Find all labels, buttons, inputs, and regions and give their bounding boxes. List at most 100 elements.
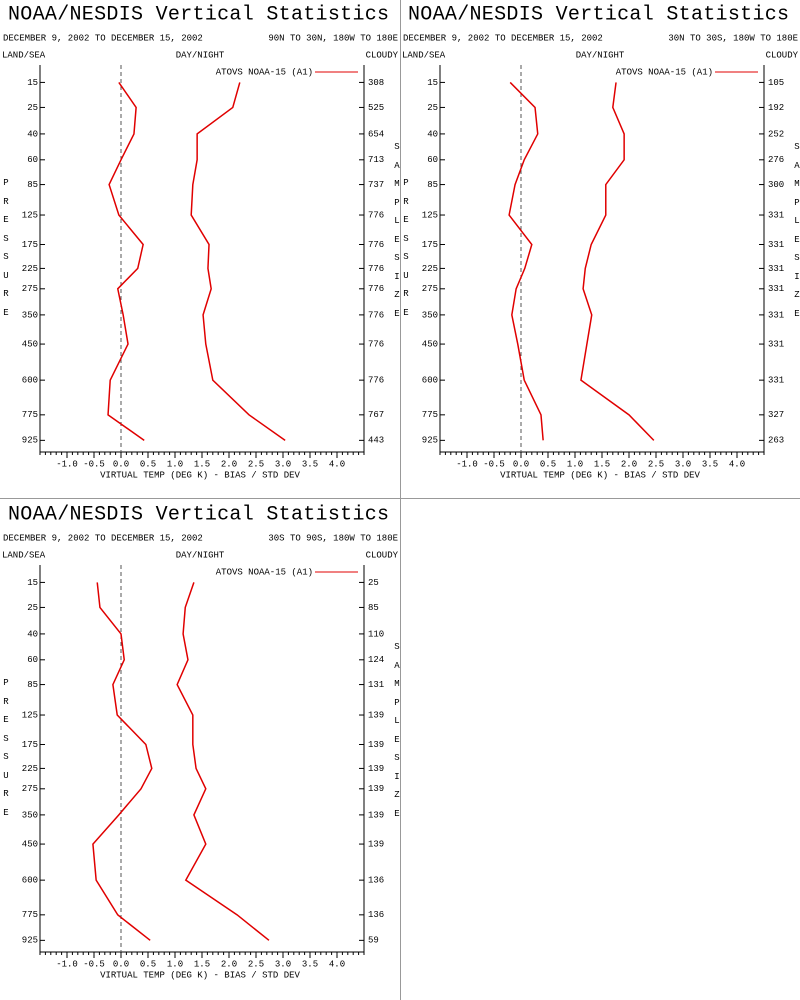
y2-axis-label: SAMPLE SIZE xyxy=(394,142,406,319)
x-tick-label: -0.5 xyxy=(83,959,105,969)
y-tick-label: 350 xyxy=(22,810,38,820)
y-tick-label: 450 xyxy=(422,339,438,349)
y-tick-label: 15 xyxy=(27,578,38,588)
sample-size-label: 110 xyxy=(368,629,384,639)
sample-size-label: 776 xyxy=(368,264,384,274)
series-line xyxy=(508,81,544,441)
y-tick-label: 925 xyxy=(22,936,38,946)
y-tick-label: 85 xyxy=(27,180,38,190)
chart-title: NOAA/NESDIS Vertical Statistics xyxy=(8,3,389,26)
y-tick-label: 40 xyxy=(27,129,38,139)
y-tick-label: 275 xyxy=(22,284,38,294)
subtitle: DECEMBER 9, 2002 TO DECEMBER 15, 2002 xyxy=(3,33,203,43)
subtitle: DECEMBER 9, 2002 TO DECEMBER 15, 2002 xyxy=(3,533,203,543)
x-tick-label: 1.5 xyxy=(194,959,210,969)
x-axis-label: VIRTUAL TEMP (DEG K) - BIAS / STD DEV xyxy=(100,470,300,480)
y-tick-label: 125 xyxy=(22,210,38,220)
right-header: CLOUDY xyxy=(766,50,799,60)
chart: NOAA/NESDIS Vertical Statistics DECEMBER … xyxy=(2,3,399,480)
x-tick-label: 3.0 xyxy=(275,959,291,969)
y-tick-label: 15 xyxy=(27,78,38,88)
series-line xyxy=(190,82,286,441)
sample-size-label: 331 xyxy=(768,264,784,274)
x-tick-label: 1.0 xyxy=(167,459,183,469)
chart-panel: NOAA/NESDIS Vertical Statistics DECEMBER … xyxy=(0,0,400,500)
x-tick-label: -1.0 xyxy=(456,459,478,469)
left-header: LAND/SEA xyxy=(2,550,46,560)
x-tick-label: 2.5 xyxy=(648,459,664,469)
x-tick-label: 0.0 xyxy=(113,459,129,469)
x-tick-label: 4.0 xyxy=(729,459,745,469)
y-axis-label: PRESSURE xyxy=(3,678,9,818)
chart-panel: NOAA/NESDIS Vertical Statistics DECEMBER … xyxy=(400,0,800,500)
y-tick-label: 225 xyxy=(22,764,38,774)
sample-size-label: 654 xyxy=(368,129,384,139)
region: 30N TO 30S, 180W TO 180E xyxy=(668,33,798,43)
y-tick-label: 775 xyxy=(422,410,438,420)
x-tick-label: 3.0 xyxy=(275,459,291,469)
sample-size-label: 776 xyxy=(368,310,384,320)
y-tick-label: 40 xyxy=(27,629,38,639)
series-line xyxy=(107,81,145,441)
x-tick-label: 3.5 xyxy=(702,459,718,469)
y-tick-label: 85 xyxy=(427,180,438,190)
chart: NOAA/NESDIS Vertical Statistics DECEMBER … xyxy=(2,503,399,980)
sample-size-label: 131 xyxy=(368,680,384,690)
sample-size-label: 252 xyxy=(768,129,784,139)
sample-size-label: 331 xyxy=(768,284,784,294)
x-tick-label: 3.5 xyxy=(302,459,318,469)
y-tick-label: 125 xyxy=(422,210,438,220)
sample-size-label: 139 xyxy=(368,810,384,820)
sample-size-label: 331 xyxy=(768,310,784,320)
series-line xyxy=(92,582,153,941)
x-tick-label: -1.0 xyxy=(56,459,78,469)
sample-size-label: 139 xyxy=(368,784,384,794)
y-axis-label: PRESSURE xyxy=(403,178,409,318)
sample-size-label: 263 xyxy=(768,436,784,446)
x-tick-label: 1.0 xyxy=(567,459,583,469)
y-tick-label: 775 xyxy=(22,410,38,420)
center-header: DAY/NIGHT xyxy=(576,50,625,60)
legend-label: ATOVS NOAA-15 (A1) xyxy=(216,567,313,577)
y-tick-label: 925 xyxy=(22,436,38,446)
x-tick-label: 0.0 xyxy=(513,459,529,469)
sample-size-label: 331 xyxy=(768,240,784,250)
sample-size-label: 192 xyxy=(768,103,784,113)
x-tick-label: 0.5 xyxy=(140,459,156,469)
sample-size-label: 139 xyxy=(368,740,384,750)
y-tick-label: 175 xyxy=(422,240,438,250)
x-tick-label: -1.0 xyxy=(56,959,78,969)
y-tick-label: 350 xyxy=(422,310,438,320)
x-tick-label: 2.0 xyxy=(621,459,637,469)
x-tick-label: 0.5 xyxy=(140,959,156,969)
sample-size-label: 776 xyxy=(368,376,384,386)
left-header: LAND/SEA xyxy=(2,50,46,60)
sample-size-label: 776 xyxy=(368,240,384,250)
sample-size-label: 308 xyxy=(368,78,384,88)
left-header: LAND/SEA xyxy=(402,50,446,60)
sample-size-label: 331 xyxy=(768,339,784,349)
sample-size-label: 139 xyxy=(368,764,384,774)
sample-size-label: 776 xyxy=(368,210,384,220)
sample-size-label: 105 xyxy=(768,78,784,88)
y-tick-label: 925 xyxy=(422,436,438,446)
sample-size-label: 59 xyxy=(368,936,379,946)
x-tick-label: 3.5 xyxy=(302,959,318,969)
x-axis-label: VIRTUAL TEMP (DEG K) - BIAS / STD DEV xyxy=(100,970,300,980)
sample-size-label: 139 xyxy=(368,839,384,849)
series-line xyxy=(176,582,270,941)
x-tick-label: 1.0 xyxy=(167,959,183,969)
y-tick-label: 450 xyxy=(22,839,38,849)
y-tick-label: 600 xyxy=(22,876,38,886)
x-tick-label: 1.5 xyxy=(594,459,610,469)
y-tick-label: 25 xyxy=(27,103,38,113)
x-tick-label: 1.5 xyxy=(194,459,210,469)
y-tick-label: 85 xyxy=(27,680,38,690)
sample-size-label: 776 xyxy=(368,284,384,294)
x-tick-label: 0.0 xyxy=(113,959,129,969)
y-tick-label: 275 xyxy=(422,284,438,294)
y-tick-label: 350 xyxy=(22,310,38,320)
x-tick-label: 2.0 xyxy=(221,959,237,969)
chart-title: NOAA/NESDIS Vertical Statistics xyxy=(8,503,389,526)
